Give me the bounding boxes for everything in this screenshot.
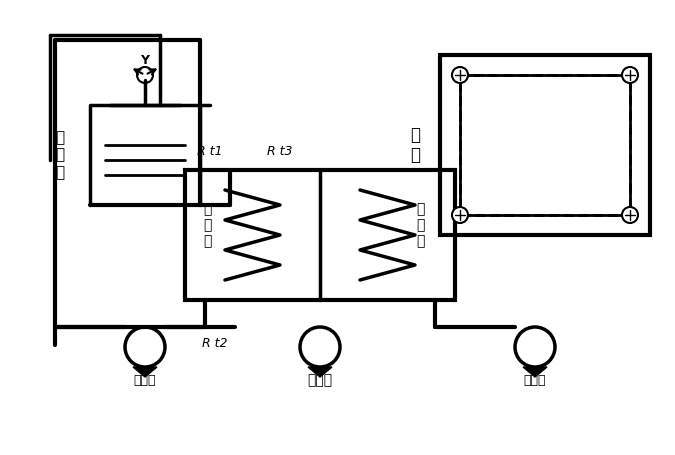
Text: 冷却泵: 冷却泵 [134, 374, 156, 386]
Text: R t2: R t2 [202, 337, 227, 350]
Circle shape [137, 67, 153, 83]
Text: 冷冻泵: 冷冻泵 [524, 374, 546, 386]
Text: 冷
却
水: 冷 却 水 [202, 202, 211, 248]
Circle shape [300, 327, 340, 367]
Polygon shape [523, 367, 547, 377]
Text: Y: Y [140, 54, 149, 66]
Text: 压缩机: 压缩机 [307, 373, 333, 387]
Text: 房
间: 房 间 [410, 126, 420, 164]
Circle shape [452, 207, 468, 223]
Bar [185, 170, 455, 300]
Text: R t1: R t1 [197, 145, 223, 158]
Circle shape [125, 327, 165, 367]
Circle shape [622, 207, 638, 223]
Bar [460, 75, 630, 215]
Circle shape [622, 67, 638, 83]
Circle shape [515, 327, 555, 367]
Text: 冷
冻
水: 冷 冻 水 [416, 202, 424, 248]
Polygon shape [308, 367, 332, 377]
Bar [460, 75, 630, 215]
Text: R t3: R t3 [267, 145, 293, 158]
Bar [440, 55, 650, 235]
Polygon shape [133, 367, 157, 377]
Text: 冷
却
塔: 冷 却 塔 [55, 130, 65, 180]
Circle shape [452, 67, 468, 83]
